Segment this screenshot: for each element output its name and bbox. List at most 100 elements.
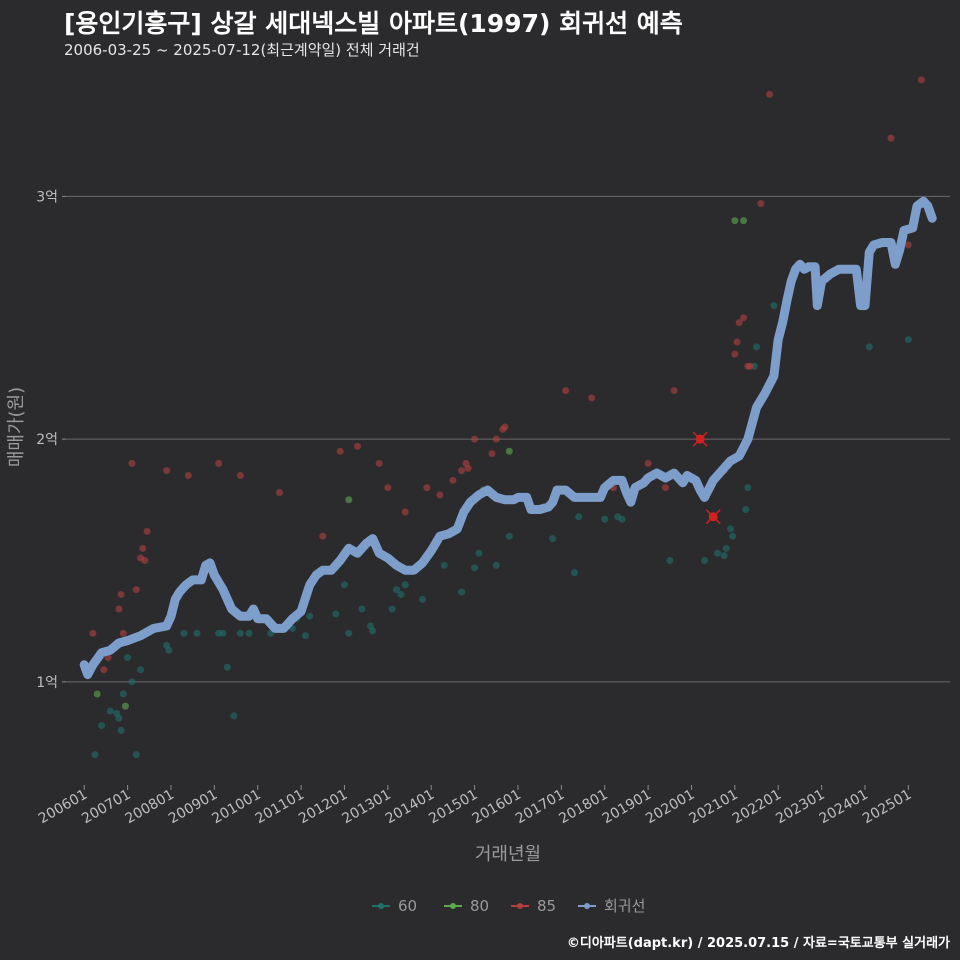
scatter-point-60 [345, 629, 353, 637]
scatter-point-85 [492, 435, 500, 443]
x-tick-label: 200701 [79, 787, 133, 828]
scatter-point-60 [219, 629, 227, 637]
scatter-point-60 [570, 569, 578, 577]
chart-title: [용인기흥구] 상갈 세대넥스빌 아파트(1997) 회귀선 예측 [64, 9, 683, 38]
scatter-point-85 [731, 350, 739, 358]
scatter-point-60 [388, 605, 396, 613]
scatter-point-60 [601, 515, 609, 523]
highlight-markers [692, 431, 721, 525]
scatter-point-60 [358, 605, 366, 613]
legend-key-dot [584, 903, 590, 909]
scatter-point-60 [91, 751, 99, 759]
scatter-point-60 [475, 549, 483, 557]
legend: 60 80 85 회귀선 [372, 897, 645, 915]
scatter-point-60 [729, 532, 737, 540]
scatter-points [89, 76, 925, 759]
scatter-point-60 [714, 549, 722, 557]
scatter-point-85 [141, 556, 149, 564]
scatter-point-85 [336, 447, 344, 455]
scatter-point-60 [106, 707, 114, 715]
scatter-point-80 [93, 690, 101, 698]
x-tick-label: 201301 [340, 787, 394, 828]
scatter-point-60 [458, 588, 466, 596]
scatter-point-85 [119, 629, 127, 637]
scatter-point-60 [397, 590, 405, 598]
regression-line-path [79, 196, 937, 680]
x-tick-label: 201501 [426, 787, 480, 828]
scatter-point-80 [345, 496, 353, 504]
scatter-point-85 [471, 435, 479, 443]
regression-line [79, 196, 937, 680]
x-axis-title: 거래년월 [475, 844, 541, 865]
x-tick-label: 201701 [513, 787, 567, 828]
scatter-point-60 [440, 561, 448, 569]
scatter-point-80 [731, 217, 739, 225]
scatter-point-85 [464, 464, 472, 472]
scatter-point-85 [501, 423, 509, 431]
scatter-point-85 [236, 472, 244, 480]
scatter-point-85 [740, 314, 748, 322]
scatter-point-60 [340, 581, 348, 589]
scatter-point-85 [117, 590, 125, 598]
scatter-point-85 [423, 484, 431, 492]
scatter-point-60 [492, 561, 500, 569]
y-axis-ticks: 1억 2억 3억 [36, 189, 66, 691]
x-tick-label: 201601 [470, 787, 524, 828]
highlight-cross [692, 431, 708, 447]
scatter-point-80 [505, 447, 513, 455]
scatter-point-60 [193, 629, 201, 637]
scatter-point-60 [98, 722, 106, 730]
x-tick-label: 202201 [730, 787, 784, 828]
scatter-point-60 [236, 629, 244, 637]
scatter-point-85 [89, 629, 97, 637]
x-tick-label: 200601 [36, 787, 90, 828]
x-axis-ticks: 2006012007012008012009012010012011012012… [36, 785, 914, 827]
scatter-point-85 [458, 467, 466, 475]
scatter-point-85 [384, 484, 392, 492]
scatter-point-60 [618, 515, 626, 523]
scatter-point-85 [757, 200, 765, 208]
y-tick-label: 2억 [36, 432, 58, 448]
scatter-point-85 [449, 476, 457, 484]
scatter-point-85 [733, 338, 741, 346]
y-tick-label: 3억 [36, 189, 58, 205]
scatter-point-85 [275, 489, 283, 497]
scatter-point-60 [575, 513, 583, 521]
legend-key-dot [517, 903, 523, 909]
scatter-point-60 [753, 343, 761, 351]
x-tick-label: 202401 [817, 787, 871, 828]
scatter-point-85 [353, 442, 361, 450]
x-tick-label: 202501 [860, 787, 914, 828]
x-tick-label: 200801 [123, 787, 177, 828]
scatter-point-60 [744, 484, 752, 492]
scatter-point-85 [128, 459, 136, 467]
scatter-point-60 [132, 751, 140, 759]
legend-key-dot [450, 903, 456, 909]
scatter-point-60 [124, 654, 132, 662]
scatter-point-85 [588, 394, 596, 402]
scatter-point-85 [143, 527, 151, 535]
x-tick-label: 200901 [166, 787, 220, 828]
scatter-point-60 [401, 581, 409, 589]
scatter-point-85 [917, 76, 925, 84]
scatter-point-85 [184, 472, 192, 480]
scatter-point-60 [700, 556, 708, 564]
scatter-point-60 [369, 627, 377, 635]
scatter-point-85 [644, 459, 652, 467]
scatter-point-85 [215, 459, 223, 467]
legend-label: 회귀선 [604, 897, 645, 915]
highlight-cross [705, 509, 721, 525]
x-tick-label: 202001 [643, 787, 697, 828]
scatter-point-60 [471, 564, 479, 572]
scatter-point-85 [562, 387, 570, 395]
scatter-point-60 [180, 629, 188, 637]
scatter-point-80 [121, 702, 129, 710]
legend-key-dot [378, 903, 384, 909]
scatter-point-60 [332, 610, 340, 618]
scatter-point-60 [117, 726, 125, 734]
scatter-point-60 [223, 663, 231, 671]
scatter-point-85 [488, 450, 496, 458]
scatter-point-85 [661, 484, 669, 492]
scatter-point-60 [301, 632, 309, 640]
scatter-point-60 [770, 302, 778, 310]
